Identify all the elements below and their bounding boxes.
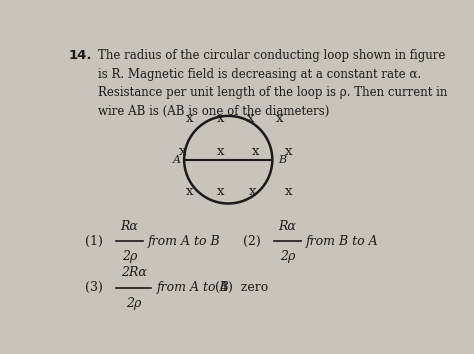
- Text: from A to B: from A to B: [156, 281, 229, 294]
- Text: (3): (3): [85, 281, 103, 294]
- Text: (1): (1): [85, 235, 103, 248]
- Text: (4)  zero: (4) zero: [215, 281, 269, 294]
- Text: 2ρ: 2ρ: [126, 297, 141, 309]
- Text: 2Rα: 2Rα: [121, 266, 146, 279]
- Text: x: x: [217, 184, 225, 198]
- Text: x: x: [179, 145, 186, 158]
- Text: x: x: [276, 112, 283, 125]
- Text: B: B: [278, 155, 286, 165]
- Text: x: x: [217, 112, 225, 125]
- Text: (2): (2): [243, 235, 261, 248]
- Text: x: x: [246, 112, 254, 125]
- Text: from A to B: from A to B: [148, 235, 221, 248]
- Text: Rα: Rα: [278, 220, 296, 233]
- Text: 2ρ: 2ρ: [280, 250, 295, 263]
- Text: x: x: [252, 145, 260, 158]
- Text: A: A: [173, 155, 181, 165]
- Text: Rα: Rα: [120, 220, 138, 233]
- Text: x: x: [217, 145, 225, 158]
- Text: 14.: 14.: [68, 49, 92, 62]
- Text: x: x: [248, 184, 256, 198]
- Text: The radius of the circular conducting loop shown in figure
is R. Magnetic field : The radius of the circular conducting lo…: [98, 49, 447, 118]
- Text: x: x: [186, 112, 193, 125]
- Text: x: x: [285, 184, 292, 198]
- Text: from B to A: from B to A: [306, 235, 379, 248]
- Text: 2ρ: 2ρ: [122, 250, 137, 263]
- Text: x: x: [285, 145, 292, 158]
- Text: x: x: [186, 184, 193, 198]
